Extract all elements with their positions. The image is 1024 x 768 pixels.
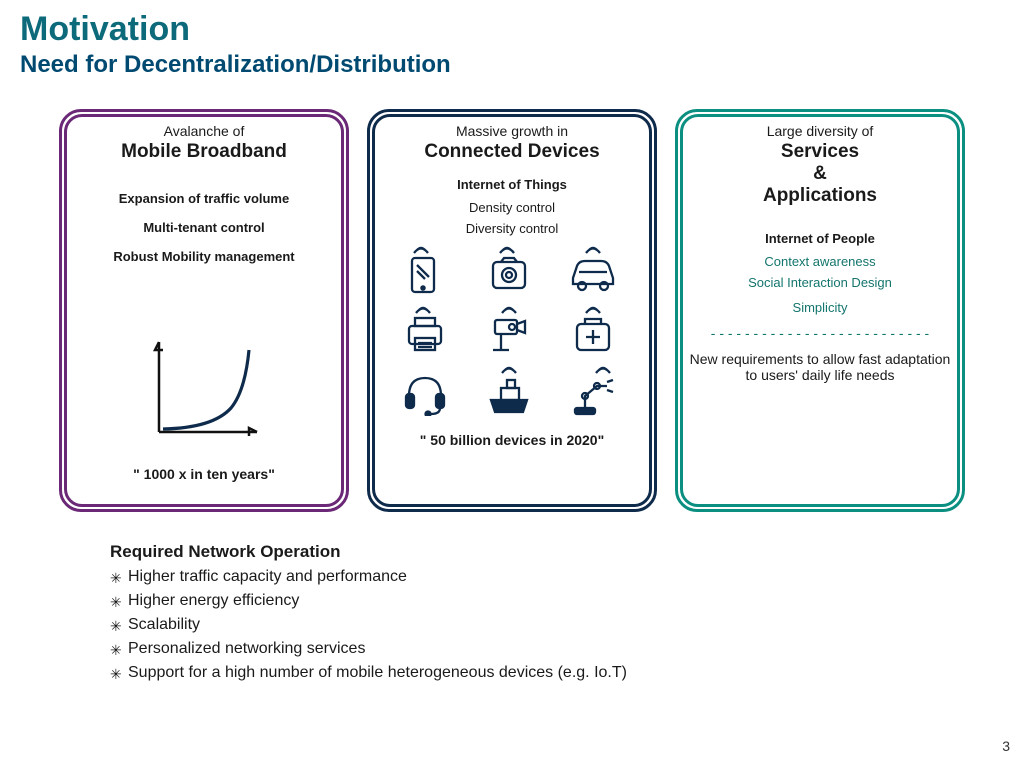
camera-icon xyxy=(479,246,539,296)
card3-paragraph: New requirements to allow fast adaptatio… xyxy=(685,351,955,383)
card-mobile-broadband: Avalanche of Mobile Broadband Expansion … xyxy=(59,109,349,512)
card1-line3: Robust Mobility management xyxy=(113,249,294,264)
card3-main2: & xyxy=(813,163,827,185)
growth-chart xyxy=(143,336,265,444)
medkit-icon xyxy=(563,306,623,356)
cctv-icon xyxy=(479,306,539,356)
robot-arm-icon xyxy=(563,366,623,416)
bullet-item: ✳Higher traffic capacity and performance xyxy=(110,568,1004,588)
tablet-icon xyxy=(395,246,455,296)
slide-subtitle: Need for Decentralization/Distribution xyxy=(20,51,1004,79)
bullet-glyph-icon: ✳ xyxy=(110,664,128,684)
card3-divider: - - - - - - - - - - - - - - - - - - - - … xyxy=(711,325,929,341)
card-connected-devices: Massive growth in Connected Devices Inte… xyxy=(367,109,657,512)
bullet-glyph-icon: ✳ xyxy=(110,616,128,636)
card2-quote: " 50 billion devices in 2020" xyxy=(420,432,604,448)
card3-line2: Context awareness xyxy=(764,254,875,269)
bullet-text: Support for a high number of mobile hete… xyxy=(128,664,627,682)
iot-icon-grid xyxy=(395,246,630,416)
bullet-item: ✳Personalized networking services xyxy=(110,640,1004,660)
bullet-glyph-icon: ✳ xyxy=(110,568,128,588)
bullet-item: ✳Support for a high number of mobile het… xyxy=(110,664,1004,684)
card3-subhead: Large diversity of xyxy=(767,123,874,139)
bullet-glyph-icon: ✳ xyxy=(110,592,128,612)
required-title: Required Network Operation xyxy=(110,542,1004,562)
card1-subhead: Avalanche of xyxy=(164,123,245,139)
headset-icon xyxy=(395,366,455,416)
printer-icon xyxy=(395,306,455,356)
card3-line3: Social Interaction Design xyxy=(748,275,892,290)
bullet-text: Higher traffic capacity and performance xyxy=(128,568,407,586)
car-icon xyxy=(563,246,623,296)
card1-main: Mobile Broadband xyxy=(121,141,287,163)
required-section: Required Network Operation ✳Higher traff… xyxy=(20,542,1004,684)
card2-line1: Internet of Things xyxy=(457,177,567,192)
bullet-glyph-icon: ✳ xyxy=(110,640,128,660)
card2-main: Connected Devices xyxy=(424,141,599,163)
card1-quote: " 1000 x in ten years" xyxy=(133,466,275,482)
cards-row: Avalanche of Mobile Broadband Expansion … xyxy=(20,109,1004,512)
bullet-text: Personalized networking services xyxy=(128,640,365,658)
card-services-apps: Large diversity of Services & Applicatio… xyxy=(675,109,965,512)
card2-subhead: Massive growth in xyxy=(456,123,568,139)
card3-main1: Services xyxy=(781,141,859,163)
page-number: 3 xyxy=(1002,738,1010,754)
ship-icon xyxy=(479,366,539,416)
bullet-item: ✳Higher energy efficiency xyxy=(110,592,1004,612)
card3-line4: Simplicity xyxy=(793,300,848,315)
card3-line1: Internet of People xyxy=(765,231,875,246)
card1-line2: Multi-tenant control xyxy=(143,220,264,235)
bullet-text: Higher energy efficiency xyxy=(128,592,299,610)
bullet-text: Scalability xyxy=(128,616,200,634)
bullet-item: ✳Scalability xyxy=(110,616,1004,636)
card2-line2: Density control xyxy=(469,200,555,215)
slide-title: Motivation xyxy=(20,10,1004,49)
card2-line3: Diversity control xyxy=(466,221,558,236)
card3-main3: Applications xyxy=(763,185,877,207)
card1-line1: Expansion of traffic volume xyxy=(119,191,289,206)
